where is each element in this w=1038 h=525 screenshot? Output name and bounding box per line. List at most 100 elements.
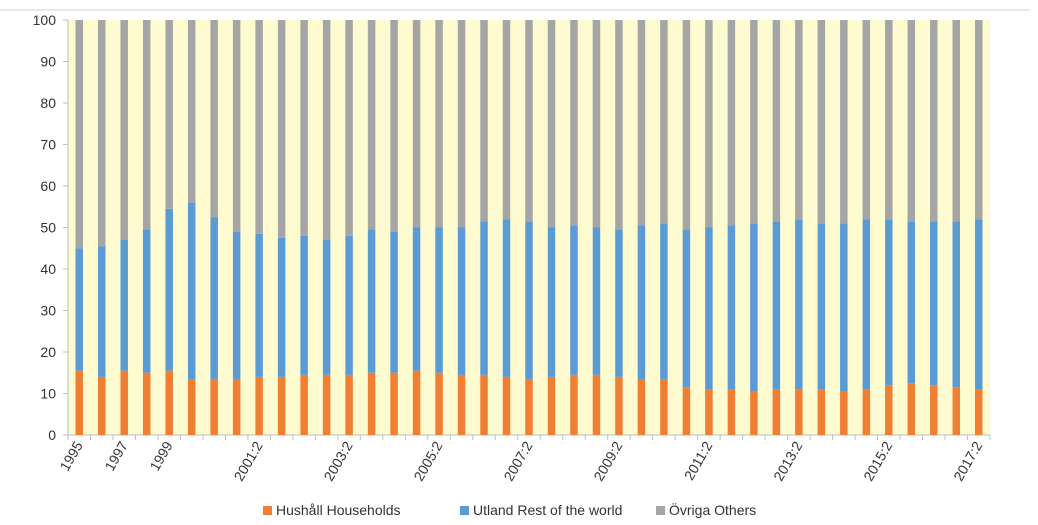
bar-segment-series-1 xyxy=(637,225,646,379)
x-tick-label: 2015:2 xyxy=(860,438,895,483)
bar-segment-series-0 xyxy=(187,378,196,435)
bar-segment-series-2 xyxy=(705,20,713,228)
bar-segment-series-0 xyxy=(142,372,151,435)
bar-segment-series-1 xyxy=(885,219,893,386)
bar-segment-series-1 xyxy=(930,221,938,386)
bar-segment-series-1 xyxy=(412,227,421,371)
bar-segment-series-0 xyxy=(300,374,308,435)
y-tick-label: 20 xyxy=(40,344,56,360)
bar-segment-series-0 xyxy=(930,385,938,435)
bar-segment-series-2 xyxy=(907,20,916,222)
bar-segment-series-2 xyxy=(840,20,848,224)
bar-segment-series-2 xyxy=(862,20,871,220)
bar-segment-series-2 xyxy=(300,20,308,236)
bar-segment-series-0 xyxy=(637,378,646,435)
legend-swatch xyxy=(263,506,272,515)
bar-segment-series-0 xyxy=(120,370,128,435)
bar-segment-series-2 xyxy=(390,20,398,232)
bar-segment-series-1 xyxy=(345,235,353,375)
bar-segment-series-0 xyxy=(165,370,173,435)
bar-segment-series-0 xyxy=(547,376,556,435)
legend-label: Hushåll Households xyxy=(276,502,401,518)
bar-segment-series-2 xyxy=(120,20,128,240)
bar-segment-series-2 xyxy=(165,20,173,209)
x-tick-label: 2003:2 xyxy=(320,438,355,483)
x-tick-label: 2017:2 xyxy=(950,438,985,483)
bar-segment-series-0 xyxy=(210,378,218,435)
bar-segment-series-0 xyxy=(615,376,623,435)
bar-segment-series-1 xyxy=(592,227,601,375)
bar-segment-series-0 xyxy=(457,374,466,435)
bar-segment-series-1 xyxy=(952,221,961,388)
bar-segment-series-0 xyxy=(345,374,353,435)
bar-segment-series-1 xyxy=(750,223,758,392)
x-axis: 1995 1997 1999 2001:2 2003:2 2005:2 2007:2 2009… xyxy=(56,434,991,484)
x-tick-label: 1995 xyxy=(56,438,86,473)
bar-segment-series-1 xyxy=(120,239,128,371)
bar-segment-series-0 xyxy=(75,370,83,435)
x-tick-label: 2001:2 xyxy=(230,438,265,483)
y-tick-label: 30 xyxy=(40,303,56,319)
bar-segment-series-0 xyxy=(232,378,241,435)
bar-segment-series-2 xyxy=(727,20,736,226)
bar-segment-series-0 xyxy=(795,389,803,435)
bar-segment-series-1 xyxy=(907,221,916,384)
bar-segment-series-1 xyxy=(187,202,196,379)
bar-segment-series-2 xyxy=(232,20,241,232)
bar-segment-series-2 xyxy=(570,20,578,226)
bar-segment-series-2 xyxy=(772,20,781,222)
bar-segment-series-2 xyxy=(547,20,556,228)
bar-segment-series-0 xyxy=(817,389,826,435)
bar-segment-series-1 xyxy=(795,219,803,390)
bar-segment-series-0 xyxy=(525,378,533,435)
bar-segment-series-1 xyxy=(525,221,533,379)
bar-segment-series-0 xyxy=(435,372,443,435)
bar-segment-series-0 xyxy=(390,372,398,435)
bar-segment-series-2 xyxy=(592,20,601,228)
bar-segment-series-1 xyxy=(817,223,826,390)
x-tick-label: 2007:2 xyxy=(500,438,535,483)
legend: Hushåll Households Utland Rest of the wor… xyxy=(263,501,756,518)
bar-segment-series-0 xyxy=(502,376,511,435)
bar-segment-series-2 xyxy=(502,20,511,220)
bar-segment-series-0 xyxy=(727,389,736,435)
bar-segment-series-2 xyxy=(187,20,196,203)
bar-segment-series-0 xyxy=(885,385,893,435)
bars-layer xyxy=(75,20,983,435)
bar-segment-series-2 xyxy=(210,20,218,218)
y-tick-label: 90 xyxy=(40,54,56,70)
bar-segment-series-2 xyxy=(615,20,623,230)
bar-segment-series-2 xyxy=(660,20,668,224)
bar-segment-series-1 xyxy=(705,227,713,390)
bar-segment-series-1 xyxy=(255,233,263,377)
bar-segment-series-1 xyxy=(457,227,466,375)
x-tick-label: 1997 xyxy=(101,438,131,473)
legend-swatch xyxy=(656,506,665,515)
bar-segment-series-1 xyxy=(142,229,151,373)
bar-segment-series-2 xyxy=(435,20,443,228)
bar-segment-series-2 xyxy=(637,20,646,226)
bar-segment-series-2 xyxy=(142,20,151,230)
legend-label: Övriga Others xyxy=(669,501,756,518)
x-tick-label: 2013:2 xyxy=(770,438,805,483)
bar-segment-series-2 xyxy=(345,20,353,236)
bar-segment-series-2 xyxy=(952,20,961,222)
bar-segment-series-0 xyxy=(592,374,601,435)
bar-segment-series-1 xyxy=(165,208,173,371)
bar-segment-series-1 xyxy=(660,223,668,379)
bar-segment-series-2 xyxy=(75,20,83,249)
x-tick-label: 1999 xyxy=(146,438,176,473)
bar-segment-series-2 xyxy=(97,20,106,247)
bar-segment-series-1 xyxy=(727,225,736,390)
bar-segment-series-1 xyxy=(300,235,308,375)
bar-segment-series-1 xyxy=(390,231,398,373)
bar-segment-series-1 xyxy=(480,221,488,375)
legend-swatch xyxy=(460,506,469,515)
bar-segment-series-2 xyxy=(480,20,488,222)
bar-segment-series-1 xyxy=(97,246,106,377)
bar-segment-series-1 xyxy=(772,221,781,390)
bar-segment-series-0 xyxy=(322,374,331,435)
bar-segment-series-0 xyxy=(660,378,668,435)
bar-segment-series-0 xyxy=(480,374,488,435)
